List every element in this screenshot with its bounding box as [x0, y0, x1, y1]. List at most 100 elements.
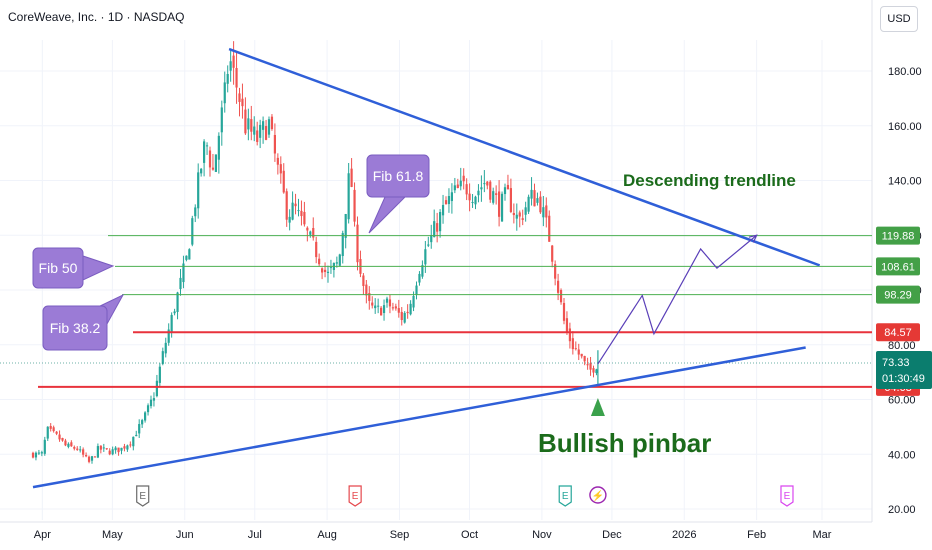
candle-body: [406, 311, 409, 314]
candle-body: [595, 369, 598, 374]
x-tick-label: Feb: [747, 529, 766, 541]
candle-body: [282, 170, 285, 193]
candle-body: [129, 444, 132, 446]
descending-trendline: [228, 47, 821, 267]
candle-body: [471, 201, 474, 203]
candle-body: [197, 172, 200, 209]
candle-body: [170, 314, 173, 334]
candle-body: [64, 440, 67, 446]
earnings-event-icon: [348, 485, 362, 507]
candle-body: [509, 188, 512, 212]
candle-body: [176, 292, 179, 313]
candle-body: [200, 168, 203, 174]
candle-body: [194, 207, 197, 217]
candle-body: [403, 312, 406, 323]
countdown-label: 01:30:49: [882, 373, 925, 385]
level-price-tag: [876, 226, 920, 245]
x-tick-label: Apr: [34, 529, 51, 541]
candle-body: [412, 295, 415, 308]
candle-body: [385, 298, 389, 303]
candle-body: [123, 446, 126, 449]
candle-body: [270, 116, 274, 130]
candle-body: [276, 157, 279, 165]
y-tick-label: 180.00: [888, 66, 922, 78]
candle-body: [382, 305, 386, 314]
x-tick-label: Aug: [317, 529, 337, 541]
candle-body: [391, 307, 394, 309]
fib-50-callout-box: [32, 247, 84, 289]
candle-body: [99, 445, 102, 450]
candle-body: [323, 269, 327, 273]
candle-body: [58, 434, 61, 440]
candle-body: [371, 302, 374, 306]
candle-body: [533, 190, 536, 207]
candle-body: [365, 284, 368, 296]
candle-body: [262, 121, 265, 130]
currency-button[interactable]: USD: [880, 6, 918, 32]
candle-body: [138, 424, 141, 434]
fib-50-callout-label: Fib 50: [39, 260, 78, 276]
candle-body: [483, 183, 486, 185]
candle-body: [146, 405, 150, 413]
candle-body: [76, 448, 79, 450]
candle-body: [120, 447, 123, 451]
candle-body: [329, 267, 333, 269]
candle-body: [447, 196, 451, 205]
candle-body: [158, 366, 161, 383]
y-tick-label: 160.00: [888, 121, 922, 133]
candle-body: [554, 264, 557, 279]
candle-body: [303, 211, 306, 225]
candle-body: [37, 452, 40, 454]
candle-body: [226, 73, 229, 84]
candle-body: [67, 443, 70, 447]
level-price-label: 108.61: [881, 261, 915, 273]
y-tick-label: 20.00: [888, 504, 916, 516]
candle-body: [173, 311, 176, 314]
event-marker-label: E: [139, 491, 146, 502]
candle-body: [247, 118, 250, 130]
candle-body: [374, 305, 377, 309]
candle-body: [43, 439, 46, 454]
y-tick-label: 140.00: [888, 176, 922, 188]
candle-body: [477, 190, 480, 196]
candle-body: [418, 273, 421, 283]
candle-body: [223, 82, 226, 104]
event-marker-label: E: [784, 491, 791, 502]
candle-body: [267, 119, 271, 135]
candle-body: [462, 175, 465, 182]
candle-body: [545, 205, 548, 218]
candle-body: [203, 141, 206, 163]
candle-body: [321, 268, 324, 273]
candle-body: [424, 249, 427, 265]
candle-body: [87, 456, 91, 462]
y-tick-label: 80.00: [888, 340, 916, 352]
candle-body: [338, 254, 341, 266]
dividend-event-icon: [589, 486, 607, 504]
candle-body: [335, 262, 338, 264]
candle-body: [480, 187, 483, 190]
candle-body: [79, 449, 82, 451]
candle-body: [285, 191, 288, 220]
x-tick-label: Nov: [532, 529, 552, 541]
event-marker-label: ⚡: [592, 489, 604, 502]
earnings-event-icon: [558, 485, 572, 507]
projection-arrowhead: [748, 234, 758, 243]
candle-body: [456, 184, 459, 189]
candle-body: [489, 181, 492, 200]
level-price-tag: [876, 257, 920, 276]
symbol-title[interactable]: CoreWeave, Inc. · 1D · NASDAQ: [8, 10, 185, 24]
event-marker-label: E: [562, 491, 569, 502]
candle-body: [512, 212, 515, 216]
candle-body: [400, 311, 403, 321]
fib-50-callout-tail: [82, 255, 115, 281]
candle-body: [214, 154, 217, 172]
y-tick-label: 40.00: [888, 449, 916, 461]
level-price-tag: [876, 323, 920, 342]
candle-body: [279, 164, 282, 174]
last-price-tag: [876, 351, 932, 390]
candle-body: [518, 212, 521, 217]
candle-body: [326, 271, 330, 273]
candle-body: [220, 107, 223, 133]
